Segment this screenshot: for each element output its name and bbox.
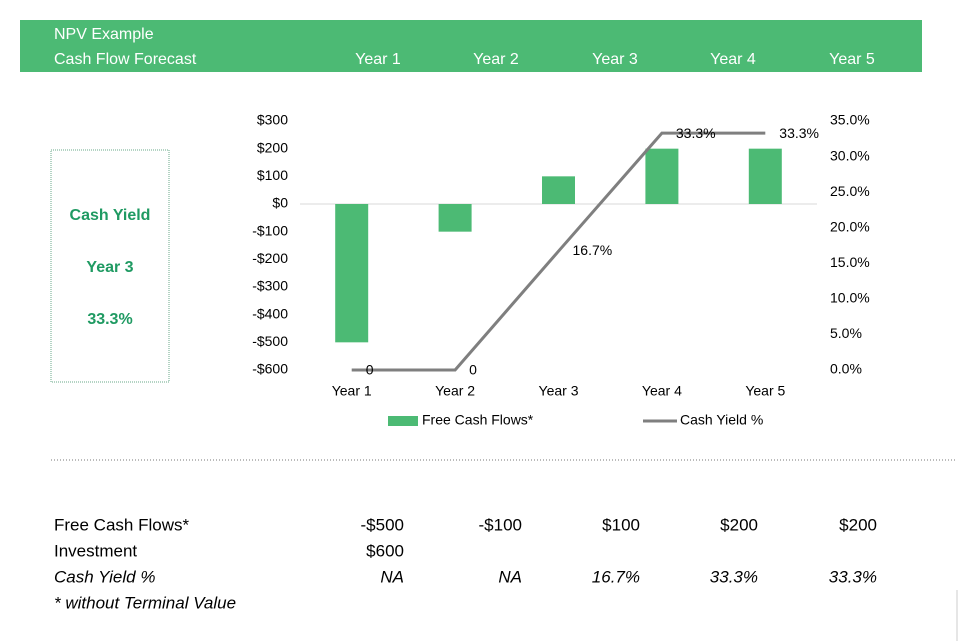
legend-label: Free Cash Flows* — [422, 412, 534, 428]
row-label: Free Cash Flows* — [54, 515, 189, 534]
header-band — [20, 20, 922, 72]
cell: $100 — [602, 515, 640, 534]
y-tick-label: $300 — [257, 112, 288, 128]
side-year: Year 3 — [86, 259, 133, 276]
data-label: 33.3% — [779, 125, 819, 141]
header-column: Year 4 — [710, 51, 756, 68]
data-label: 33.3% — [676, 125, 716, 141]
x-tick-label: Year 4 — [642, 383, 682, 399]
bar — [645, 148, 679, 204]
cell: NA — [380, 567, 404, 586]
x-tick-label: Year 3 — [539, 383, 579, 399]
y-tick-label: $0 — [272, 195, 288, 211]
header-title: NPV Example — [54, 26, 154, 43]
header-column: Year 2 — [473, 51, 519, 68]
y-tick-label: -$400 — [252, 305, 288, 321]
cell: NA — [498, 567, 522, 586]
y-tick-label: $200 — [257, 139, 288, 155]
y2-tick-label: 5.0% — [830, 325, 862, 341]
header-column: Year 1 — [355, 51, 401, 68]
y2-tick-label: 0.0% — [830, 361, 862, 377]
y2-tick-label: 30.0% — [830, 147, 870, 163]
cell: -$100 — [479, 515, 522, 534]
side-box — [50, 149, 170, 383]
y-tick-label: -$500 — [252, 333, 288, 349]
y2-tick-label: 35.0% — [830, 112, 870, 128]
x-tick-label: Year 2 — [435, 383, 475, 399]
y-tick-label: -$200 — [252, 250, 288, 266]
x-tick-label: Year 1 — [332, 383, 372, 399]
cell: -$500 — [361, 515, 404, 534]
legend-swatch — [388, 416, 418, 426]
y-tick-label: -$100 — [252, 222, 288, 238]
row-label: Cash Yield % — [54, 567, 155, 586]
header-subtitle: Cash Flow Forecast — [54, 51, 197, 68]
cell: 33.3% — [710, 567, 758, 586]
bar — [438, 204, 472, 232]
y2-tick-label: 10.0% — [830, 290, 870, 306]
side-value: 33.3% — [87, 311, 132, 328]
y2-tick-label: 20.0% — [830, 218, 870, 234]
side-label: Cash Yield — [70, 207, 151, 224]
bar — [542, 176, 575, 204]
data-label: 16.7% — [573, 242, 613, 258]
cell: 33.3% — [829, 567, 877, 586]
bar — [335, 204, 369, 343]
y2-tick-label: 25.0% — [830, 183, 870, 199]
y-tick-label: $100 — [257, 167, 288, 183]
cell: $600 — [366, 541, 404, 560]
x-tick-label: Year 5 — [745, 383, 785, 399]
y-tick-label: -$300 — [252, 278, 288, 294]
header-column: Year 3 — [592, 51, 638, 68]
cell: $200 — [720, 515, 758, 534]
line — [351, 131, 766, 372]
cell: $200 — [839, 515, 877, 534]
cell: 16.7% — [592, 567, 640, 586]
header-column: Year 5 — [829, 51, 875, 68]
bar — [748, 148, 782, 204]
row-label: Investment — [54, 541, 137, 560]
data-label: 0 — [366, 362, 374, 378]
legend-label: Cash Yield % — [680, 412, 763, 428]
data-label: 0 — [469, 362, 477, 378]
y-tick-label: -$600 — [252, 361, 288, 377]
row-label: * without Terminal Value — [54, 593, 236, 612]
y2-tick-label: 15.0% — [830, 254, 870, 270]
